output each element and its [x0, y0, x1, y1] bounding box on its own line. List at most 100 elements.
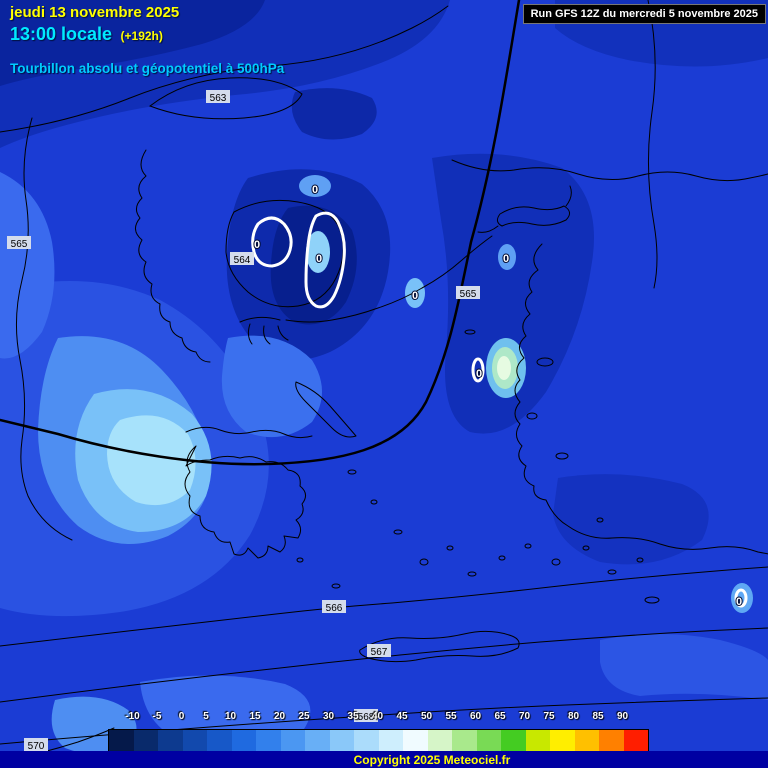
coast-black-sea [451, 159, 768, 182]
colorbar-cell [476, 730, 501, 752]
colorbar-label: 90 [616, 711, 629, 722]
height-contour-label: 566 [322, 600, 346, 614]
colorbar-label: -10 [125, 711, 140, 722]
aegean-islands [296, 329, 660, 604]
map-title: Tourbillon absolu et géopotentiel à 500h… [10, 61, 285, 76]
colorbar-label: 40 [371, 711, 384, 722]
colorbar-label: 60 [469, 711, 482, 722]
contour-566 [0, 566, 768, 647]
colorbar-label: 75 [543, 711, 555, 722]
colorbar-cell [354, 730, 379, 752]
vorticity-zero-label: 0 [312, 184, 318, 196]
colorbar-label: 0 [178, 711, 185, 722]
forecast-time-row: 13:00 locale (+192h) [10, 24, 284, 45]
zero-contour-west [251, 216, 293, 268]
colorbar-cell [158, 730, 183, 752]
height-contour-label: 567 [367, 644, 391, 658]
height-contour-label: 565 [456, 286, 480, 300]
contour-565-thick [0, 0, 521, 466]
forecast-offset: (+192h) [120, 29, 163, 43]
colorbar-label: 5 [203, 711, 209, 722]
vorticity-zero-label: 0 [316, 253, 322, 265]
colorbar-cell [280, 730, 305, 752]
svg-text:566: 566 [326, 603, 343, 614]
colorbar-cell [574, 730, 599, 752]
colorbar-label: 15 [249, 711, 261, 722]
colorbar-label: 55 [445, 711, 457, 722]
zero-contour-small-2 [734, 588, 748, 608]
geopotential-height-labels: 563 565 564 565 566 567 568 570 [7, 90, 480, 752]
colorbar-cell [207, 730, 232, 752]
vorticity-zero-label: 0 [476, 368, 482, 380]
height-contour-label: 570 [24, 738, 48, 752]
colorbar-cell [109, 730, 134, 752]
colorbar-cell [256, 730, 281, 752]
svg-text:563: 563 [210, 93, 227, 104]
vorticity-value-labels: 0 0 0 0 0 0 0 [253, 183, 743, 609]
contour-567 [0, 627, 768, 703]
svg-text:565: 565 [460, 289, 477, 300]
colorbar-cells [108, 729, 649, 753]
colorbar-label: 10 [224, 711, 237, 722]
colorbar-cell [329, 730, 354, 752]
colorbar-cell [182, 730, 207, 752]
colorbar-cell [231, 730, 256, 752]
forecast-time: 13:00 locale [10, 24, 113, 44]
svg-text:564: 564 [234, 255, 251, 266]
colorbar-cell [452, 730, 477, 752]
colorbar-cell [501, 730, 526, 752]
colorbar-label: 65 [494, 711, 506, 722]
coast-gulf-corinth [185, 426, 313, 439]
vorticity-zero-label: 0 [503, 253, 509, 265]
footer-bar: Copyright 2025 Meteociel.fr [0, 751, 768, 768]
vorticity-zero-contours [251, 211, 748, 608]
coast-peloponnese [184, 445, 306, 559]
colorbar-label: -5 [152, 711, 162, 722]
colorbar-label: 25 [298, 711, 310, 722]
contour-563-loop [148, 77, 303, 120]
colorbar-cell [378, 730, 403, 752]
contour-right-side [647, 0, 658, 289]
svg-text:568: 568 [358, 712, 375, 723]
colorbar: -10 -5 0 5 10 15 20 25 30 35 40 45 50 55 60 65 70 75 80 85 9… [0, 711, 768, 753]
colorbar-cell [403, 730, 428, 752]
colorbar-cell [133, 730, 158, 752]
colorbar-cell [305, 730, 330, 752]
height-contour-label: 568 [354, 709, 378, 723]
run-info-box: Run GFS 12Z du mercredi 5 novembre 2025 [522, 4, 766, 24]
colorbar-label: 70 [518, 711, 531, 722]
colorbar-cell [427, 730, 452, 752]
colorbar-label: 20 [273, 711, 286, 722]
coast-north-aegean [285, 235, 493, 323]
zero-contour-small-1 [471, 357, 485, 383]
colorbar-label: 85 [592, 711, 604, 722]
forecast-date: jeudi 13 novembre 2025 [10, 4, 180, 21]
vorticity-zero-label: 0 [412, 290, 418, 302]
colorbar-label: 45 [396, 711, 408, 722]
height-contour-label: 565 [7, 236, 31, 250]
coast-west-greece [135, 149, 211, 363]
contour-top-left [0, 5, 449, 133]
colorbar-cell [550, 730, 575, 752]
coast-crete [359, 630, 520, 663]
vorticity-zero-label: 0 [736, 596, 742, 608]
svg-text:567: 567 [371, 647, 388, 658]
coast-west-turkey [514, 243, 768, 555]
height-contour-label: 563 [206, 90, 230, 104]
colorbar-label: 80 [567, 711, 580, 722]
vorticity-zero-label: 0 [254, 239, 260, 251]
height-contour-label: 564 [230, 252, 254, 266]
colorbar-label: 30 [322, 711, 335, 722]
copyright-text: Copyright 2025 Meteociel.fr [353, 752, 511, 767]
coast-chalkidiki [239, 316, 289, 345]
contour-565-left [15, 117, 73, 541]
colorbar-label: 50 [420, 711, 433, 722]
colorbar-label: 35 [347, 711, 359, 722]
colorbar-labels: -10 -5 0 5 10 15 20 25 30 35 40 45 50 55 60 65 70 75 80 85 9… [0, 711, 768, 725]
coast-marmara [477, 185, 572, 233]
svg-text:570: 570 [28, 741, 45, 752]
svg-text:565: 565 [11, 239, 28, 250]
zero-contour-east [304, 211, 346, 309]
coast-euboea [295, 381, 357, 438]
